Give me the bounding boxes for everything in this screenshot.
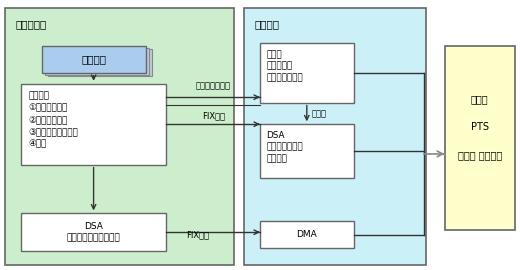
FancyBboxPatch shape [260, 221, 354, 248]
Text: FIX接続: FIX接続 [186, 230, 209, 239]
FancyBboxPatch shape [48, 49, 152, 76]
Text: DSA
（アルゴリズム
　取引）: DSA （アルゴリズム 取引） [266, 131, 303, 163]
FancyBboxPatch shape [21, 213, 166, 251]
Text: DSA
（アルゴリズム取引）: DSA （アルゴリズム取引） [67, 222, 121, 242]
Text: 取引執行
①執行計画策定
②執行方法決定
③コンプライアンス
④発注: 取引執行 ①執行計画策定 ②執行方法決定 ③コンプライアンス ④発注 [29, 92, 79, 148]
FancyBboxPatch shape [21, 84, 166, 165]
Text: 売買案件: 売買案件 [81, 54, 106, 65]
Text: DMA: DMA [296, 230, 317, 239]
FancyBboxPatch shape [5, 8, 234, 265]
FancyBboxPatch shape [260, 43, 354, 103]
Text: 証券会社: 証券会社 [255, 19, 280, 29]
FancyBboxPatch shape [244, 8, 426, 265]
FancyBboxPatch shape [42, 46, 146, 73]
Text: 計らい
（セールス
　トレーダー）: 計らい （セールス トレーダー） [266, 50, 303, 82]
Text: 取引所

PTS

ダーク プール等: 取引所 PTS ダーク プール等 [458, 94, 502, 160]
FancyBboxPatch shape [45, 48, 149, 75]
Text: 電話、メール等: 電話、メール等 [196, 82, 231, 90]
Text: FIX接続: FIX接続 [202, 111, 225, 120]
FancyBboxPatch shape [260, 124, 354, 178]
Text: 手入力: 手入力 [312, 109, 327, 118]
FancyBboxPatch shape [445, 46, 515, 230]
Text: 機関投資家: 機関投資家 [16, 19, 47, 29]
